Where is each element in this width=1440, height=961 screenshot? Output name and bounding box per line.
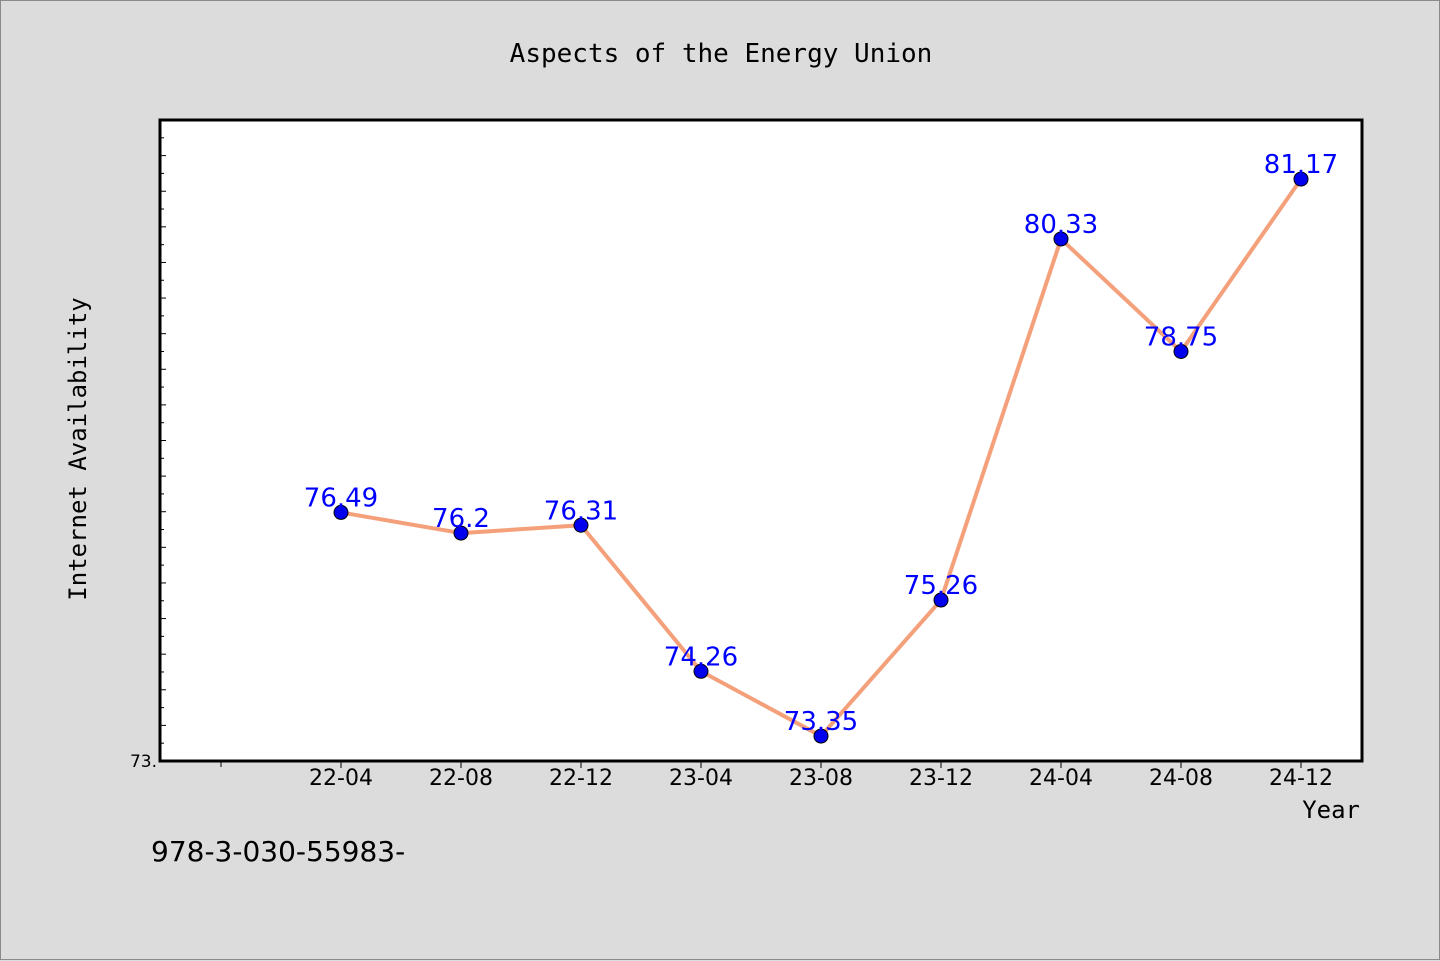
data-point [693, 663, 709, 679]
data-label: 74.26 [664, 642, 738, 672]
data-point [1053, 231, 1069, 247]
x-tick-label: 22-04 [309, 766, 373, 791]
x-axis-label: Year [1302, 796, 1360, 824]
data-label: 76.49 [304, 483, 378, 513]
data-point [1293, 171, 1309, 187]
data-point [1173, 343, 1189, 359]
data-point [453, 525, 469, 541]
series-layer [333, 171, 1309, 744]
x-tick-label: 23-12 [909, 766, 973, 791]
data-point [333, 504, 349, 520]
y-tick-label: 73. [130, 752, 157, 772]
data-label: 80.33 [1024, 210, 1098, 240]
data-label: 78.75 [1144, 322, 1218, 352]
footer-note: 978-3-030-55983- [151, 835, 406, 868]
data-point [813, 728, 829, 744]
x-tick-label: 22-12 [549, 766, 613, 791]
x-tick-label: 22-08 [429, 766, 493, 791]
data-point [933, 592, 949, 608]
data-label: 76.2 [432, 504, 490, 534]
x-tick-label: 23-08 [789, 766, 853, 791]
plot-area [158, 118, 1364, 763]
x-tick-label: 23-04 [669, 766, 733, 791]
x-axis-ticks: 22-04 22-08 22-12 23-04 23-08 23-12 24-04 24-08… [220, 761, 1333, 791]
x-tick-label: 24-08 [1149, 766, 1213, 791]
x-tick-label: 24-12 [1269, 766, 1333, 791]
data-label: 75.26 [904, 571, 978, 601]
y-axis-label: Internet Availability [64, 297, 92, 600]
data-point [573, 517, 589, 533]
data-label: 76.31 [544, 496, 618, 526]
x-tick-label: 24-04 [1029, 766, 1093, 791]
chart-title: Aspects of the Energy Union [510, 39, 933, 69]
data-label: 81.17 [1264, 150, 1338, 180]
data-label-layer: 76.49 76.2 76.31 74.26 73.35 75.26 80.33 78.75 8… [304, 150, 1338, 737]
data-label: 73.35 [784, 707, 858, 737]
y-axis-ticks [160, 119, 166, 762]
